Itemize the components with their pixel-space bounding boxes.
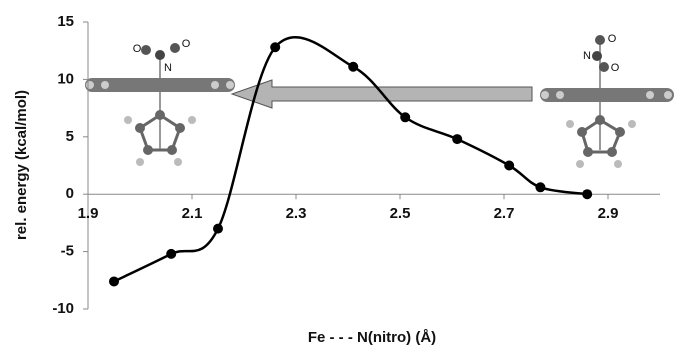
data-point <box>535 182 545 192</box>
y-tick-label: 0 <box>66 185 74 202</box>
data-point <box>213 224 223 234</box>
y-tick-label: 10 <box>57 70 74 87</box>
data-point <box>348 62 358 72</box>
atom-label: N <box>164 62 172 74</box>
y-tick-label: -5 <box>61 243 74 260</box>
molecule-left <box>85 43 235 166</box>
data-point <box>166 249 176 259</box>
y-axis-label: rel. energy (kcal/mol) <box>13 90 30 240</box>
x-tick-label: 1.9 <box>78 205 99 222</box>
x-tick-label: 2.7 <box>494 205 515 222</box>
data-point <box>504 161 514 171</box>
data-point <box>400 112 410 122</box>
y-tick-label: 5 <box>66 128 74 145</box>
x-tick-label: 2.3 <box>286 205 307 222</box>
atom-label: O <box>608 33 617 45</box>
chart: rel. energy (kcal/mol) Fe - - - N(nitro)… <box>0 0 674 351</box>
data-point <box>452 134 462 144</box>
x-axis-label: Fe - - - N(nitro) (Å) <box>308 329 436 346</box>
data-point <box>270 42 280 52</box>
x-tick-label: 2.1 <box>182 205 203 222</box>
atom-label: O <box>611 62 620 74</box>
atom-label: O <box>133 43 142 55</box>
data-point <box>582 189 592 199</box>
data-line <box>114 37 587 281</box>
molecule-right <box>540 35 674 168</box>
atom-label: O <box>182 38 191 50</box>
atom-label: N <box>583 50 591 62</box>
x-tick-label: 2.9 <box>598 205 619 222</box>
x-tick-label: 2.5 <box>390 205 411 222</box>
data-point <box>109 276 119 286</box>
y-tick-label: 15 <box>57 13 74 30</box>
y-tick-label: -10 <box>52 300 74 317</box>
